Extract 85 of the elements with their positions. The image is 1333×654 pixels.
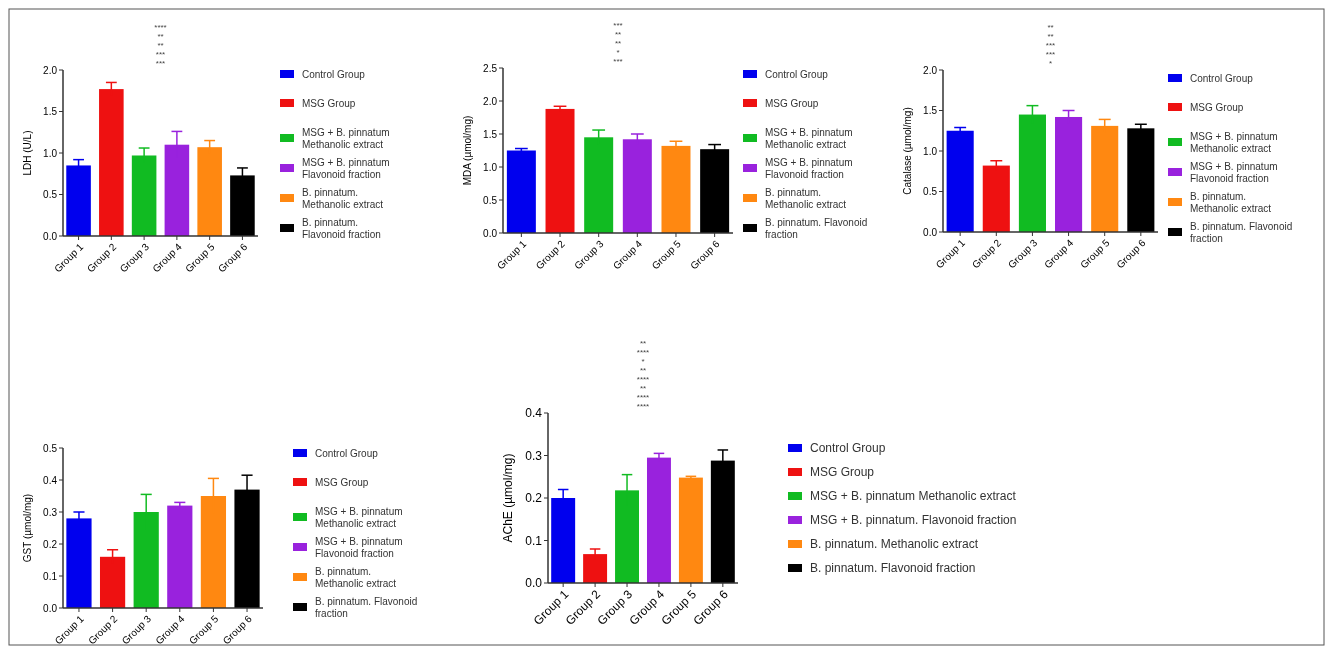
y-tick-label: 0.4 xyxy=(525,406,543,421)
legend-label: MSG + B. pinnatum Methanolic extract xyxy=(810,489,1017,504)
legend-label: MSG + B. pinnatum Methanolic extract xyxy=(1190,130,1278,154)
text: *** xyxy=(1045,41,1056,50)
y-axis-title: LDH (U/L) xyxy=(22,130,33,176)
y-tick-label: 0.2 xyxy=(43,538,58,550)
y-tick-label: 1.0 xyxy=(483,161,498,173)
y-tick-label: 0.1 xyxy=(43,570,58,582)
y-tick-label: 0.4 xyxy=(43,474,58,486)
y-tick-label: 0.0 xyxy=(43,602,58,614)
legend-label: MSG Group xyxy=(1190,101,1244,113)
y-tick-label: 0.0 xyxy=(525,576,543,591)
text: *** xyxy=(613,57,623,66)
text: ** xyxy=(1047,32,1054,41)
text: ** xyxy=(614,39,622,48)
text: * xyxy=(641,357,645,366)
legend-label: MSG + B. pinnatum. Flavonoid fraction xyxy=(810,513,1017,528)
y-tick-label: 0.5 xyxy=(923,186,938,197)
y-tick-label: 0.0 xyxy=(43,230,58,242)
legend-label: Control Group xyxy=(810,441,886,456)
y-tick-label: 0.5 xyxy=(43,189,58,200)
text: * xyxy=(616,48,620,57)
text: ** xyxy=(1047,23,1054,32)
legend-label: Control Group xyxy=(302,68,366,80)
text: ** xyxy=(157,32,164,41)
text: **** xyxy=(154,23,167,32)
y-tick-label: 0.0 xyxy=(483,227,498,239)
y-tick-label: 1.0 xyxy=(923,145,938,157)
y-tick-label: 1.5 xyxy=(43,106,58,117)
text: ** xyxy=(639,366,647,375)
text: *** xyxy=(155,59,166,68)
legend-label: MSG Group xyxy=(302,97,356,109)
text: **** xyxy=(636,348,650,357)
legend-label: B. pinnatum. Flavonoid fraction xyxy=(302,216,381,240)
legend-label: Control Group xyxy=(765,68,829,80)
text: ** xyxy=(157,41,164,50)
y-axis-title: AChE (µmol/mg) xyxy=(501,453,515,543)
y-tick-label: 0.3 xyxy=(43,506,58,518)
text: **** xyxy=(636,402,650,411)
legend-label: MSG + B. pinnatum Methanolic extract xyxy=(302,126,390,150)
text: ** xyxy=(639,339,647,348)
legend-label: B. pinnatum. Flavonoid fraction xyxy=(810,561,976,576)
legend-label: MSG Group xyxy=(765,97,819,109)
legend-label: MSG + B. pinnatum Methanolic extract xyxy=(315,505,403,529)
legend-label: MSG + B. pinnatum Flavonoid fraction xyxy=(765,156,853,180)
y-tick-label: 1.0 xyxy=(43,147,58,159)
y-tick-label: 0.2 xyxy=(525,491,543,506)
text: ** xyxy=(639,384,647,393)
legend-label: B. pinnatum. Methanolic extract xyxy=(302,186,384,210)
legend-label: B. pinnatum. Flavonoid fraction xyxy=(765,216,868,240)
y-tick-label: 2.0 xyxy=(483,95,498,107)
y-tick-label: 1.5 xyxy=(483,128,498,140)
y-axis-title: Catalase (µmol/mg) xyxy=(902,107,913,195)
legend-label: MSG + B. pinnatum Flavonoid fraction xyxy=(302,156,390,180)
legend-label: Control Group xyxy=(315,447,379,459)
legend-label: MSG + B. pinnatum Methanolic extract xyxy=(765,126,853,150)
legend-label: MSG + B. pinnatum Flavonoid fraction xyxy=(315,535,403,559)
legend-label: B. pinnatum. Methanolic extract xyxy=(315,565,397,589)
y-tick-label: 2.5 xyxy=(483,62,498,74)
y-tick-label: 0.5 xyxy=(43,442,58,454)
legend-label: Control Group xyxy=(1190,72,1254,84)
text: **** xyxy=(636,375,650,384)
y-tick-label: 0.1 xyxy=(525,533,543,548)
y-axis-title: GST (µmol/mg) xyxy=(22,493,33,563)
legend-label: B. pinnatum. Flavonoid fraction xyxy=(315,595,418,619)
text: *** xyxy=(613,21,623,30)
legend-label: B. pinnatum. Flavonoid fraction xyxy=(1190,220,1293,244)
legend-label: MSG Group xyxy=(810,465,875,480)
y-tick-label: 0.0 xyxy=(923,226,938,238)
legend-label: MSG Group xyxy=(315,476,369,488)
text: **** xyxy=(636,393,650,402)
y-tick-label: 2.0 xyxy=(43,64,58,76)
legend-label: B. pinnatum. Methanolic extract xyxy=(765,186,847,210)
text: ** xyxy=(614,30,622,39)
y-tick-label: 0.5 xyxy=(483,194,498,206)
text: * xyxy=(1048,59,1053,68)
y-axis-title: MDA (µmol/mg) xyxy=(462,115,473,186)
y-tick-label: 1.5 xyxy=(923,105,938,116)
legend-label: MSG + B. pinnatum Flavonoid fraction xyxy=(1190,160,1278,184)
y-tick-label: 2.0 xyxy=(923,64,938,76)
text: *** xyxy=(155,50,166,59)
legend-label: B. pinnatum. Methanolic extract xyxy=(1190,190,1272,214)
text: *** xyxy=(1045,50,1056,59)
legend-label: B. pinnatum. Methanolic extract xyxy=(810,537,979,552)
y-tick-label: 0.3 xyxy=(525,448,543,463)
